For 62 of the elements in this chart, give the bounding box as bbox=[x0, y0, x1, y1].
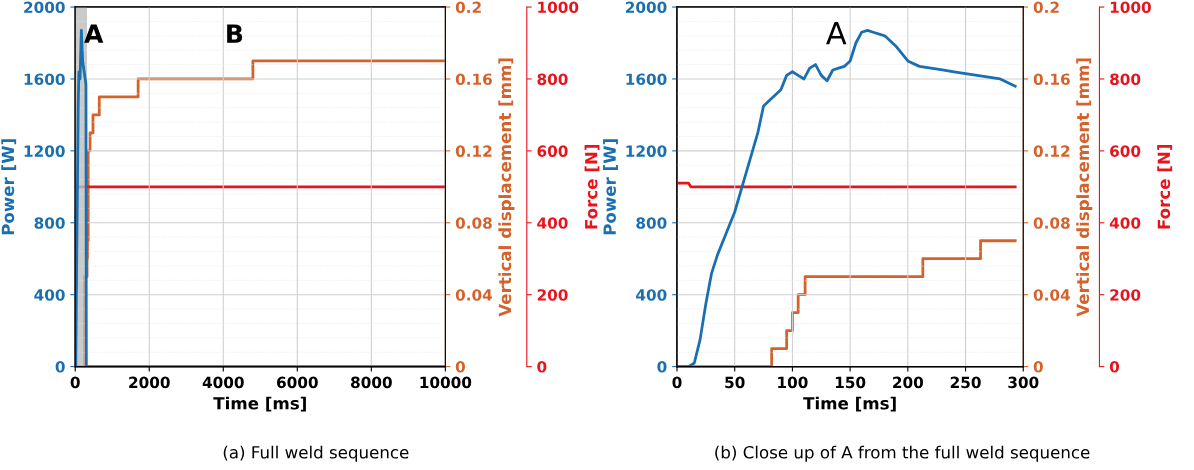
y-tick-label: 400 bbox=[34, 289, 65, 301]
y-tick-label: 0 bbox=[657, 361, 667, 373]
y-tick-label: 400 bbox=[636, 289, 667, 301]
y3-tick-label: 1000 bbox=[1110, 1, 1151, 14]
x-tick-label: 50 bbox=[725, 376, 745, 389]
y-tick-label: 2000 bbox=[24, 1, 65, 14]
x-tick-label: 0 bbox=[672, 376, 682, 389]
y2-axis-title: Vertical displacement [mm] bbox=[1076, 58, 1093, 317]
text: (b) Close up of A from the full weld sequence bbox=[715, 445, 1090, 462]
y2-tick-label: 0.12 bbox=[455, 145, 492, 157]
annotation: B bbox=[227, 24, 243, 43]
y-tick-label: 800 bbox=[636, 217, 667, 229]
y2-tick-label: 0 bbox=[1033, 361, 1043, 373]
y2-tick-label: 0 bbox=[455, 361, 465, 373]
x-tick-label: 250 bbox=[950, 376, 981, 389]
x-tick-label: 10000 bbox=[420, 376, 472, 389]
x-tick-label: 2000 bbox=[129, 376, 170, 389]
x-tick-label: 0 bbox=[70, 376, 80, 389]
x-tick-label: 4000 bbox=[202, 376, 244, 389]
y-tick-label: 1200 bbox=[626, 145, 667, 157]
y2-tick-label: 0.2 bbox=[1033, 1, 1059, 14]
y-tick-label: 2000 bbox=[625, 1, 667, 14]
y2-axis-title: Vertical displacement [mm] bbox=[498, 58, 515, 317]
y3-tick-label: 600 bbox=[537, 145, 568, 157]
y-tick-label: 1200 bbox=[24, 145, 65, 157]
y-axis-title: Power [W] bbox=[603, 139, 618, 235]
y2-tick-label: 0.16 bbox=[1033, 73, 1070, 85]
y3-tick-label: 1000 bbox=[538, 1, 579, 14]
y-tick-label: 0 bbox=[55, 361, 65, 373]
y2-tick-label: 0.2 bbox=[455, 1, 481, 14]
y3-tick-label: 400 bbox=[1109, 217, 1141, 229]
x-axis-title: Time [ms] bbox=[213, 396, 306, 412]
y3-tick-label: 200 bbox=[1110, 289, 1141, 301]
y-tick-label: 800 bbox=[34, 217, 65, 229]
y3-axis-title: Force [N] bbox=[584, 144, 600, 229]
x-tick-label: 150 bbox=[835, 376, 866, 389]
y-tick-label: 1600 bbox=[24, 73, 65, 85]
x-axis-title: Time [ms] bbox=[803, 396, 896, 412]
x-tick-label: 8000 bbox=[351, 376, 392, 389]
annotation: A bbox=[84, 24, 104, 43]
y3-tick-label: 400 bbox=[537, 217, 568, 229]
text: (a) Full weld sequence bbox=[223, 445, 409, 462]
y3-axis-title: Force [N] bbox=[1157, 144, 1173, 229]
y2-tick-label: 0.16 bbox=[455, 73, 492, 85]
y2-tick-label: 0.04 bbox=[455, 289, 493, 301]
x-tick-label: 200 bbox=[893, 376, 924, 389]
y2-tick-label: 0.08 bbox=[1033, 217, 1070, 229]
y3-tick-label: 600 bbox=[1110, 145, 1141, 157]
x-tick-label: 300 bbox=[1008, 376, 1039, 389]
y3-tick-label: 800 bbox=[1110, 73, 1141, 85]
x-tick-label: 100 bbox=[778, 376, 808, 389]
y2-tick-label: 0.04 bbox=[1033, 289, 1070, 301]
y-tick-label: 1600 bbox=[626, 73, 667, 85]
y2-tick-label: 0.08 bbox=[455, 217, 492, 229]
y3-tick-label: 0 bbox=[537, 361, 547, 373]
y2-tick-label: 0.12 bbox=[1033, 145, 1070, 157]
y-axis-title: Power [W] bbox=[1, 139, 17, 235]
y3-tick-label: 800 bbox=[537, 73, 568, 85]
y3-tick-label: 0 bbox=[1109, 361, 1120, 373]
x-tick-label: 6000 bbox=[276, 376, 318, 389]
annotation: A bbox=[826, 21, 847, 45]
y3-tick-label: 200 bbox=[537, 289, 568, 301]
